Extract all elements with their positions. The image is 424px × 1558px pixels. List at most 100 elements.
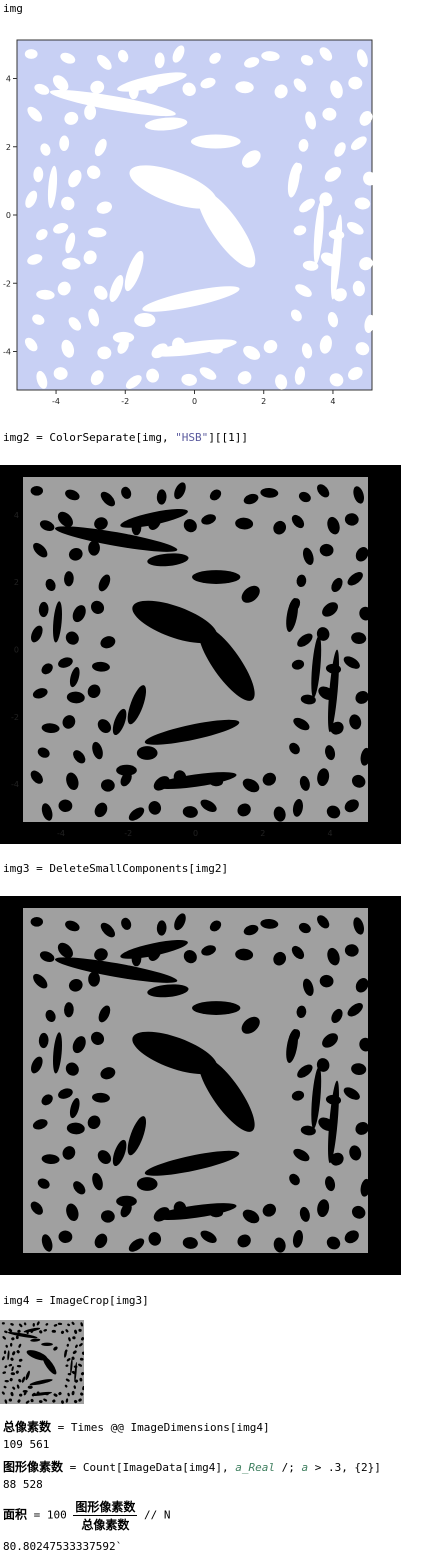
component-blob: [128, 807, 145, 821]
component-blob: [297, 1064, 313, 1078]
component-blob: [327, 516, 340, 535]
component-blob: [62, 1146, 76, 1160]
input-img2[interactable]: img2 = ColorSeparate[img, "HSB"][[1]]: [3, 431, 249, 444]
component-blob: [32, 688, 48, 699]
thumbnail-blob: [67, 1323, 71, 1327]
output-total-pixels: 109 561: [3, 1438, 50, 1451]
region-hole: [209, 52, 221, 64]
component-blob: [344, 944, 359, 957]
thumbnail-blob: [71, 1356, 75, 1360]
thumbnail-blob: [16, 1365, 22, 1368]
thumbnail-blob: [17, 1399, 21, 1403]
contour-plot: -4 -2 0 2 4 4 2 0 -2 -4: [3, 39, 376, 406]
thumbnail-blob: [39, 1330, 43, 1334]
y-tick-label: 2: [14, 578, 19, 587]
component-blob: [57, 511, 73, 528]
region-hole: [57, 281, 71, 296]
thumbnail-blob: [7, 1332, 38, 1339]
y-tick-label: -2: [11, 713, 19, 722]
thumbnail-blob: [4, 1330, 8, 1334]
region-hole: [298, 138, 309, 152]
component-blob: [131, 520, 142, 536]
thumbnail-blob: [22, 1390, 28, 1393]
component-blob: [144, 1150, 240, 1176]
region-hole: [290, 162, 303, 178]
region-hole: [263, 339, 278, 354]
region-hole: [84, 104, 97, 120]
thumbnail-blob: [8, 1328, 13, 1333]
region-hole: [25, 190, 38, 208]
component-blob: [311, 635, 322, 698]
component-blob: [316, 627, 330, 641]
region-hole: [241, 150, 261, 168]
component-blob: [154, 1203, 237, 1221]
thumbnail-blob: [80, 1392, 84, 1396]
input-img[interactable]: img: [3, 2, 23, 15]
component-blob: [38, 601, 49, 618]
region-hole: [172, 337, 185, 352]
input-total-pixels[interactable]: 总像素数 = Times @@ ImageDimensions[img4]: [3, 1420, 270, 1434]
thumbnail-blob: [36, 1321, 40, 1326]
component-blob: [207, 776, 224, 787]
component-blob: [200, 799, 217, 812]
thumbnail-blob: [79, 1357, 84, 1361]
component-blob: [207, 1207, 224, 1218]
region-hole: [197, 190, 256, 268]
component-blob: [148, 1231, 162, 1246]
component-blob: [58, 1230, 73, 1244]
input-shape-pixels[interactable]: 图形像素数 = Count[ImageData[img4], a_Real /;…: [3, 1460, 381, 1474]
component-blob: [182, 806, 198, 818]
thumbnail-blob: [81, 1351, 84, 1355]
region-hole: [352, 280, 365, 297]
x-tick-label: 2: [261, 397, 266, 406]
component-blob: [353, 486, 364, 504]
component-blob: [330, 1152, 344, 1166]
component-blob: [327, 947, 340, 966]
thumbnail-blob: [43, 1398, 48, 1402]
component-blob: [201, 514, 216, 525]
region-hole: [329, 373, 344, 387]
component-blob: [319, 974, 334, 988]
thumbnail-blob: [65, 1329, 69, 1333]
thumbnail-blob: [18, 1393, 23, 1397]
component-blob: [94, 802, 108, 818]
region-hole: [52, 75, 69, 91]
thumbnail-blob: [9, 1377, 13, 1382]
region-hole: [354, 197, 371, 210]
thumbnail-blob: [2, 1371, 6, 1374]
input-img3[interactable]: img3 = DeleteSmallComponents[img2]: [3, 862, 229, 875]
region-hole: [290, 309, 302, 322]
input-area[interactable]: 面积 = 100 图形像素数 总像素数 // N: [3, 1500, 171, 1532]
component-blob: [209, 489, 222, 501]
component-blob: [200, 1230, 217, 1243]
region-hole: [36, 228, 48, 241]
component-blob: [62, 715, 76, 729]
component-blob: [68, 978, 83, 992]
input-img4[interactable]: img4 = ImageCrop[img3]: [3, 1294, 149, 1307]
component-blob: [174, 482, 186, 500]
component-blob: [300, 694, 316, 705]
component-blob: [243, 924, 259, 936]
region-hole: [347, 221, 364, 235]
component-blob: [72, 1036, 86, 1054]
thumbnail-blob: [68, 1337, 71, 1342]
region-hole: [305, 111, 316, 130]
component-blob: [291, 514, 305, 529]
thumbnail-blob: [12, 1351, 16, 1356]
thumbnail-blob: [18, 1323, 23, 1328]
region-hole: [27, 106, 43, 122]
component-blob: [73, 750, 86, 764]
thumbnail-blob: [4, 1379, 9, 1383]
component-blob: [319, 543, 334, 557]
component-blob: [128, 1238, 145, 1252]
thumbnail-blob: [73, 1400, 78, 1404]
thumbnail-blob: [10, 1391, 14, 1397]
thumbnail-blob: [21, 1376, 26, 1383]
component-blob: [242, 778, 260, 793]
component-blob: [360, 1178, 371, 1197]
component-blob: [45, 1009, 56, 1023]
component-blob: [30, 1201, 43, 1215]
region-hole: [53, 367, 68, 380]
region-hole: [328, 229, 345, 240]
component-blob: [351, 774, 366, 788]
